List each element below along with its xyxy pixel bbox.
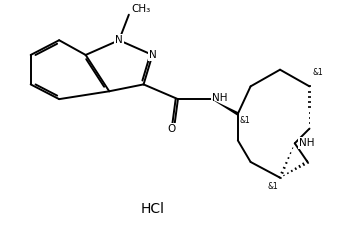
Text: N: N [149, 50, 156, 60]
Text: &1: &1 [268, 181, 279, 191]
Text: NH: NH [212, 93, 228, 103]
Text: N: N [115, 35, 123, 45]
Text: CH₃: CH₃ [132, 4, 151, 14]
Text: &1: &1 [312, 67, 323, 76]
Text: &1: &1 [240, 116, 251, 125]
Text: HCl: HCl [140, 202, 164, 216]
Text: NH: NH [299, 138, 314, 148]
Polygon shape [211, 99, 239, 115]
Text: O: O [167, 124, 175, 134]
